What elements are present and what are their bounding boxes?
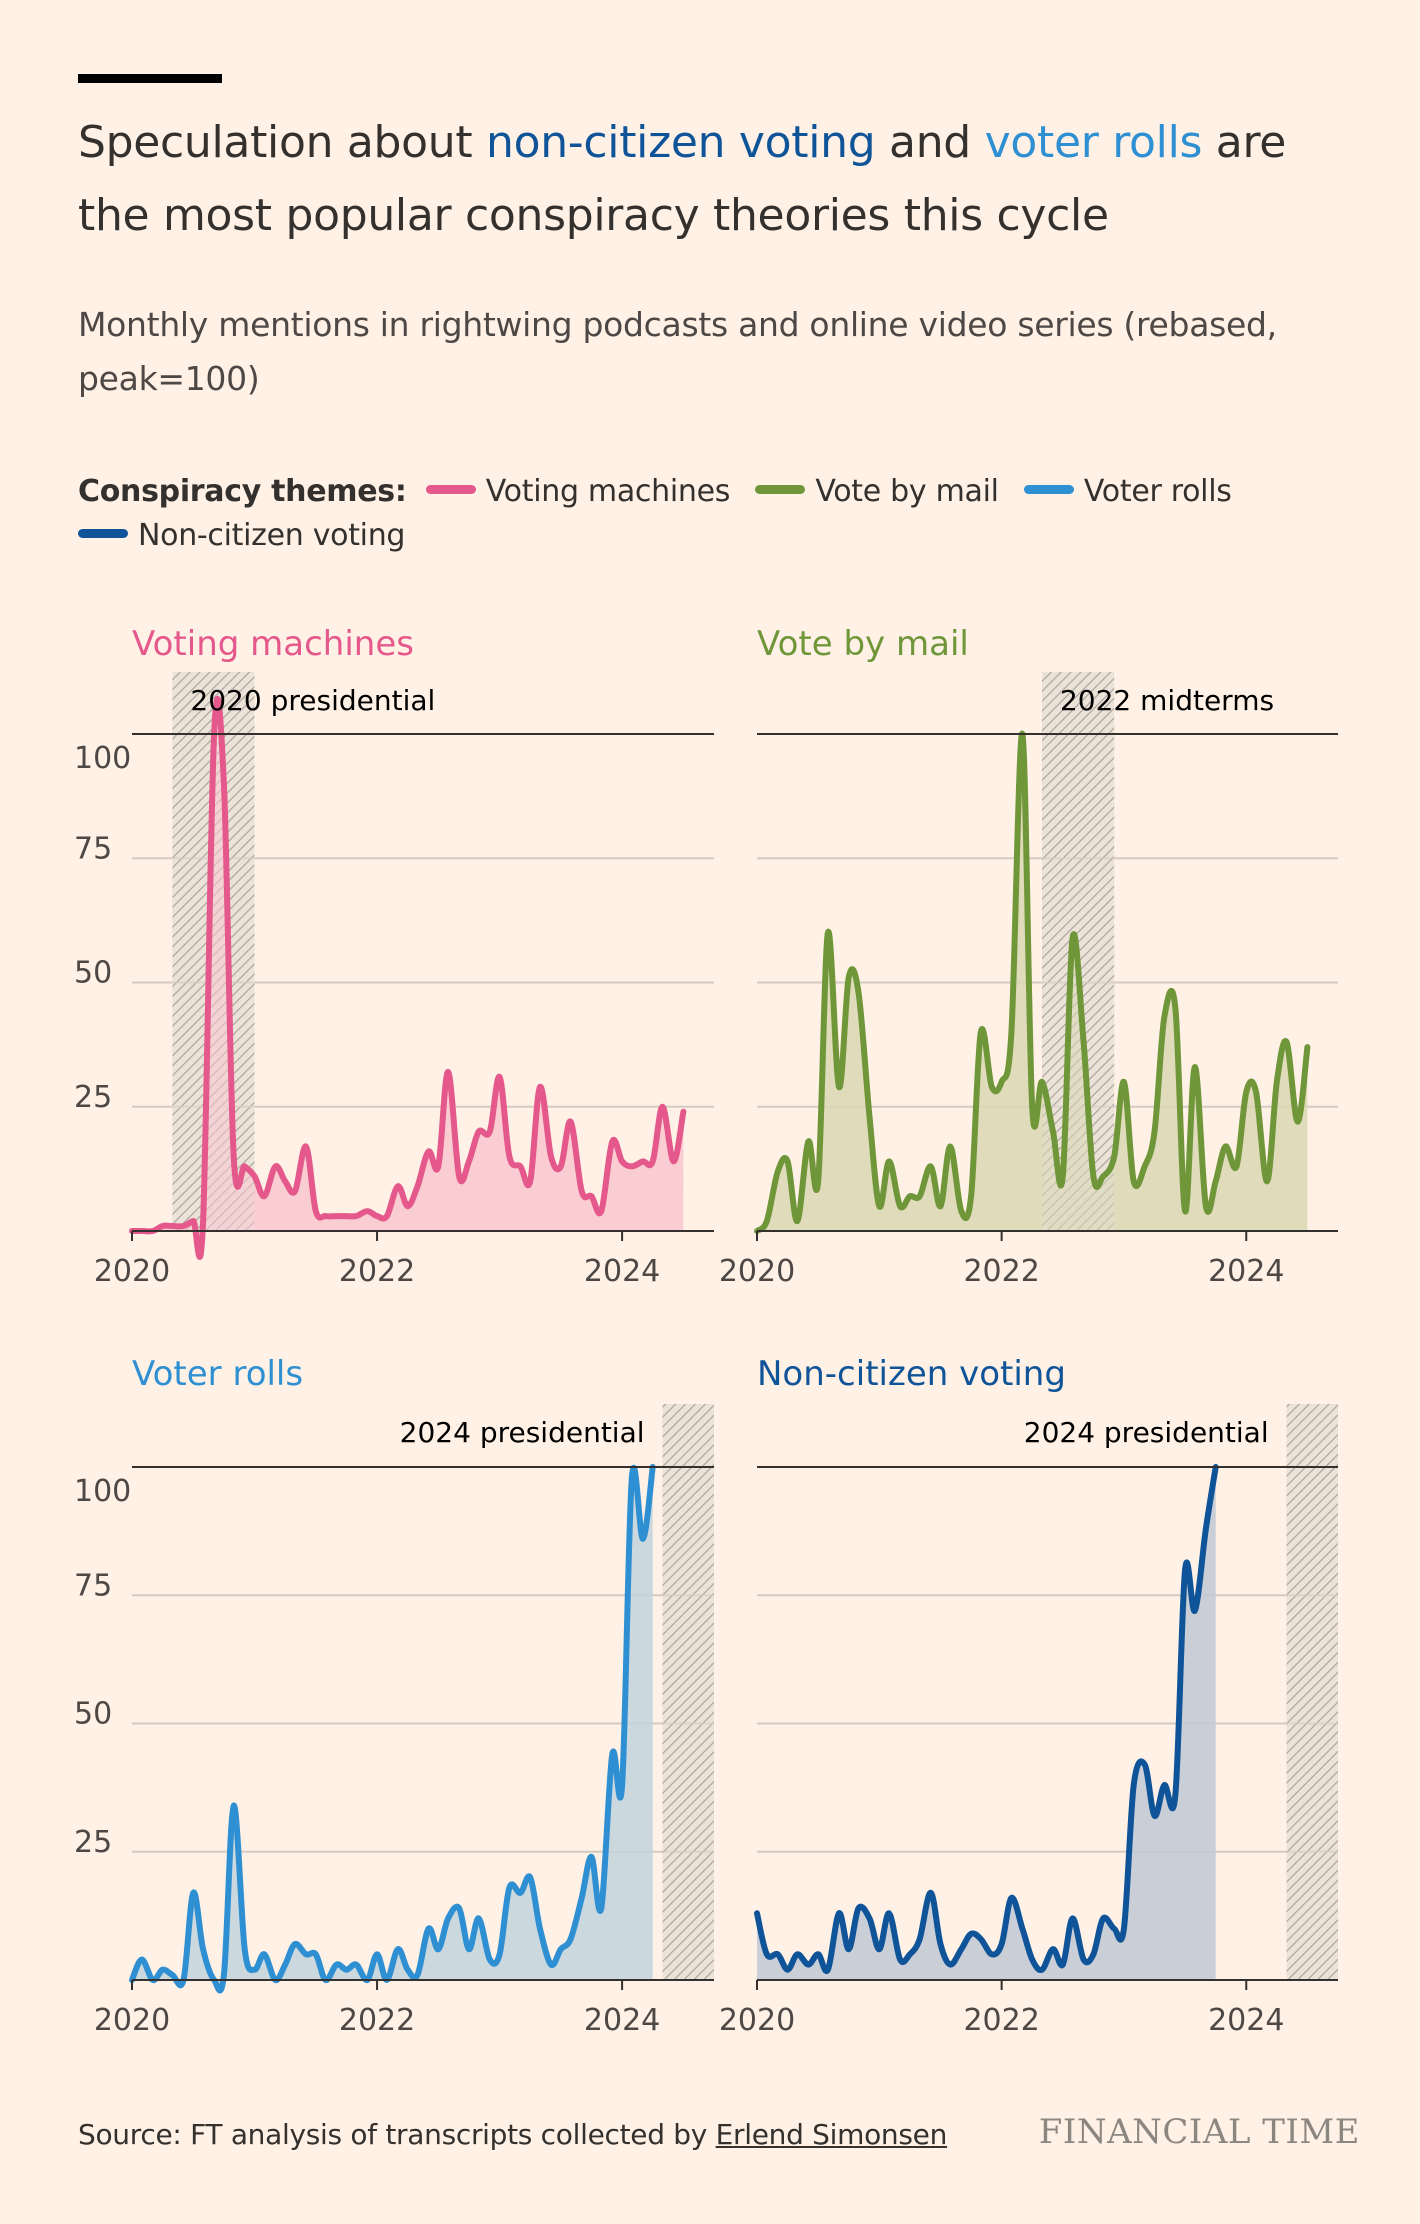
title-highlight-voter-rolls: voter rolls [984,117,1203,168]
legend-item-voting-machines: Voting machines [425,470,731,514]
y-tick-label: 75 [74,1568,112,1603]
legend-label: Voter rolls [1083,474,1232,509]
x-tick-label: 2024 [584,2003,660,2038]
source-text: Source: FT analysis of transcripts colle… [78,2118,716,2151]
panel-title: Voter rolls [132,1354,303,1394]
legend-label: Non-citizen voting [138,518,406,553]
panel-title: Vote by mail [757,624,969,664]
page-title: Speculation about non-citizen voting and… [78,106,1358,252]
legend-item-voter-rolls: Voter rolls [1023,470,1232,514]
legend-label: Vote by mail [815,474,999,509]
x-tick-label: 2024 [1208,2003,1284,2038]
x-tick-label: 2024 [584,1254,660,1289]
y-tick-label: 100 [74,1474,131,1509]
source-link[interactable]: Erlend Simonsen [715,2118,948,2151]
y-tick-label: 75 [74,831,112,866]
chart-panel-3: 25 50 75 100 2020 2022 2024 Voter rolls 2024 pre… [74,1354,714,2038]
chart-panel-2: 2020 2022 2024 Vote by mail 2022 midterms [719,624,1338,1289]
legend-swatch [1023,485,1074,494]
legend-item-vote-by-mail: Vote by mail [755,470,999,514]
series-area [757,1467,1216,1980]
brand-logo: FINANCIAL TIME [1038,2112,1360,2152]
panel-title: Voting machines [132,624,414,664]
top-accent-bar [78,74,222,83]
panel-title: Non-citizen voting [757,1354,1066,1394]
x-tick-label: 2020 [719,1254,795,1289]
title-text: are the most popular conspiracy theories… [78,117,1287,241]
x-tick-label: 2020 [94,2003,170,2038]
x-tick-label: 2020 [719,2003,795,2038]
legend: Conspiracy themes: Voting machines Vote … [78,470,1358,558]
x-tick-label: 2024 [1208,1254,1284,1289]
title-highlight-noncitizen: non-citizen voting [486,117,876,168]
election-period-overlay [1286,1404,1338,1980]
election-label: 2024 presidential [1024,1416,1269,1449]
y-tick-label: 50 [74,956,112,991]
chart-panel-4: 2020 2022 2024 Non-citizen voting 2024 presi… [719,1354,1338,2038]
source-note: Source: FT analysis of transcripts colle… [78,2118,947,2151]
election-period-overlay [662,1404,714,1980]
election-label: 2022 midterms [1060,684,1274,717]
y-tick-label: 25 [74,1080,112,1115]
x-tick-label: 2022 [339,1254,415,1289]
election-label: 2024 presidential [400,1416,645,1449]
election-label: 2020 presidential [190,684,435,717]
legend-swatch [755,485,806,494]
chart-panel-1: 25 50 75 100 2020 2022 2024 Voting machines 2020… [74,624,714,1289]
legend-title: Conspiracy themes: [78,474,407,509]
y-tick-label: 50 [74,1697,112,1732]
series-area [132,1467,653,1991]
series-line [754,1464,1219,1975]
x-tick-label: 2020 [94,1254,170,1289]
x-tick-label: 2022 [963,2003,1039,2038]
series-line [129,1464,656,1994]
legend-swatch [78,529,128,538]
y-tick-label: 100 [74,741,131,776]
series-line [754,730,1311,1234]
legend-swatch [425,485,476,494]
y-tick-label: 25 [74,1825,112,1860]
series-area [757,733,1308,1231]
legend-label: Voting machines [485,474,731,509]
x-tick-label: 2022 [963,1254,1039,1289]
title-text: and [875,117,985,168]
subtitle: Monthly mentions in rightwing podcasts a… [78,305,1277,398]
x-tick-label: 2022 [339,2003,415,2038]
legend-item-non-citizen-voting: Non-citizen voting [78,514,405,558]
title-text: Speculation about [78,117,487,168]
